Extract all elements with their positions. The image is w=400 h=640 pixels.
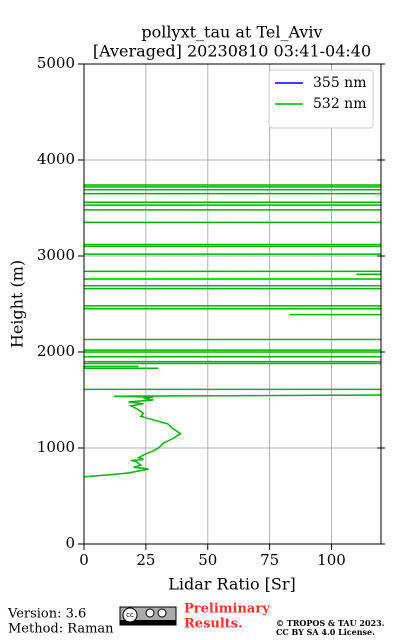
x-tick-label: 75 — [260, 551, 279, 569]
x-tick-label: 100 — [317, 551, 346, 569]
copyright: © TROPOS & TAU 2023. — [276, 618, 385, 628]
legend-label: 532 nm — [313, 96, 366, 112]
plot-frame — [83, 63, 382, 545]
y-tick-label: 5000 — [37, 54, 75, 72]
preliminary: Results. — [184, 617, 243, 632]
version: Version: 3.6 — [7, 607, 86, 622]
svg-text:cc: cc — [126, 611, 134, 619]
license: CC BY SA 4.0 License. — [276, 627, 375, 637]
x-tick-label: 25 — [136, 551, 155, 569]
preliminary: Preliminary — [184, 602, 270, 617]
y-tick-label: 4000 — [37, 150, 75, 168]
x-tick-label: 50 — [198, 551, 217, 569]
y-tick-label: 2000 — [37, 342, 75, 360]
y-tick-label: 1000 — [37, 438, 75, 456]
y-axis-label: Height (m) — [8, 260, 27, 348]
y-tick-label: 3000 — [37, 246, 75, 264]
y-tick-label: 0 — [65, 534, 75, 552]
chart-subtitle: [Averaged] 20230810 03:41-04:40 — [93, 42, 371, 61]
method: Method: Raman — [8, 622, 114, 637]
legend-box — [268, 69, 374, 129]
chart-title: pollyxt_tau at Tel_Aviv — [141, 23, 322, 42]
cc-logo: cc — [119, 606, 177, 626]
series-line — [84, 184, 381, 478]
x-axis-label: Lidar Ratio [Sr] — [168, 575, 296, 594]
x-tick-label: 0 — [79, 551, 89, 569]
plot-area — [84, 184, 381, 478]
legend-label: 355 nm — [313, 75, 366, 91]
